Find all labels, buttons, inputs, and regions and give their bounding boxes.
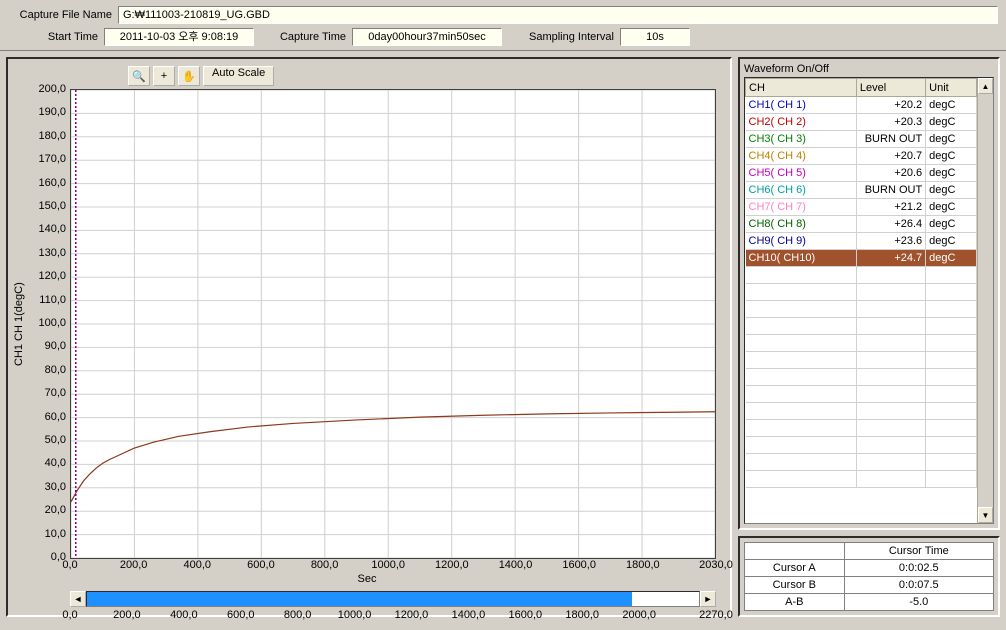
table-row[interactable] xyxy=(746,437,977,454)
cursor-ab-label: A-B xyxy=(745,594,845,611)
cursor-ab-value: -5.0 xyxy=(844,594,993,611)
file-value[interactable]: G:₩111003-210819_UG.GBD xyxy=(118,6,998,24)
table-row[interactable] xyxy=(746,335,977,352)
hand-icon[interactable]: ✋ xyxy=(178,66,200,86)
chart-area: CH1 CH 1(degC) 0,010,020,030,040,050,060… xyxy=(10,89,724,559)
scroll-left-icon[interactable]: ◄ xyxy=(70,591,86,607)
table-row[interactable] xyxy=(746,420,977,437)
waveform-scrollbar[interactable]: ▲ ▼ xyxy=(977,78,993,523)
capture-label: Capture Time xyxy=(272,31,352,43)
table-row[interactable] xyxy=(746,471,977,488)
table-row[interactable]: CH1( CH 1)+20.2degC xyxy=(746,97,977,114)
table-row[interactable]: CH9( CH 9)+23.6degC xyxy=(746,233,977,250)
chart-panel: 🔍 + ✋ Auto Scale CH1 CH 1(degC) 0,010,02… xyxy=(6,57,732,617)
cursor-a-value: 0:0:02.5 xyxy=(844,560,993,577)
xaxis-title: Sec xyxy=(10,573,724,585)
cursor-time-header: Cursor Time xyxy=(844,543,993,560)
interval-value[interactable]: 10s xyxy=(620,28,690,46)
scroll-thumb[interactable] xyxy=(87,592,632,606)
col-unit[interactable]: Unit xyxy=(926,79,977,97)
cursor-b-value: 0:0:07.5 xyxy=(844,577,993,594)
table-row[interactable] xyxy=(746,454,977,471)
table-row[interactable]: CH7( CH 7)+21.2degC xyxy=(746,199,977,216)
table-row[interactable] xyxy=(746,267,977,284)
zoom-icon[interactable]: 🔍 xyxy=(128,66,150,86)
yaxis-title: CH1 CH 1(degC) xyxy=(10,89,28,559)
waveform-table[interactable]: CH Level Unit CH1( CH 1)+20.2degCCH2( CH… xyxy=(745,78,977,488)
crosshair-icon[interactable]: + xyxy=(153,66,175,86)
waveform-box: Waveform On/Off CH Level Unit CH1( CH 1)… xyxy=(738,57,1000,530)
scroll-track[interactable] xyxy=(86,591,700,607)
table-row[interactable]: CH4( CH 4)+20.7degC xyxy=(746,148,977,165)
file-label: Capture File Name xyxy=(8,9,118,21)
cursor-box: Cursor Time Cursor A0:0:02.5 Cursor B0:0… xyxy=(738,536,1000,617)
cursor-b-label: Cursor B xyxy=(745,577,845,594)
table-row[interactable] xyxy=(746,284,977,301)
table-row[interactable]: CH6( CH 6)BURN OUTdegC xyxy=(746,182,977,199)
col-level[interactable]: Level xyxy=(856,79,925,97)
table-row[interactable]: CH10( CH10)+24.7degC xyxy=(746,250,977,267)
start-label: Start Time xyxy=(8,31,104,43)
chart-toolbar: 🔍 + ✋ Auto Scale xyxy=(128,65,724,87)
capture-value[interactable]: 0day00hour37min50sec xyxy=(352,28,502,46)
table-row[interactable] xyxy=(746,301,977,318)
header-panel: Capture File Name G:₩111003-210819_UG.GB… xyxy=(0,0,1006,51)
col-ch[interactable]: CH xyxy=(746,79,857,97)
start-value[interactable]: 2011-10-03 오후 9:08:19 xyxy=(104,28,254,46)
main-area: 🔍 + ✋ Auto Scale CH1 CH 1(degC) 0,010,02… xyxy=(0,51,1006,623)
cursor-table: Cursor Time Cursor A0:0:02.5 Cursor B0:0… xyxy=(744,542,994,611)
table-row[interactable] xyxy=(746,403,977,420)
right-panel: Waveform On/Off CH Level Unit CH1( CH 1)… xyxy=(738,57,1000,617)
cursor-a-label: Cursor A xyxy=(745,560,845,577)
overview-scrollbar[interactable]: ◄ ► xyxy=(70,591,716,607)
table-row[interactable] xyxy=(746,352,977,369)
interval-label: Sampling Interval xyxy=(520,31,620,43)
table-row[interactable]: CH5( CH 5)+20.6degC xyxy=(746,165,977,182)
scroll-up-icon[interactable]: ▲ xyxy=(978,78,993,94)
scroll-right-icon[interactable]: ► xyxy=(700,591,716,607)
autoscale-button[interactable]: Auto Scale xyxy=(203,66,274,86)
yaxis-labels: 0,010,020,030,040,050,060,070,080,090,01… xyxy=(28,89,70,559)
table-row[interactable] xyxy=(746,386,977,403)
table-row[interactable] xyxy=(746,318,977,335)
table-row[interactable]: CH3( CH 3)BURN OUTdegC xyxy=(746,131,977,148)
waveform-table-wrap: CH Level Unit CH1( CH 1)+20.2degCCH2( CH… xyxy=(744,77,994,524)
scroll-track-v[interactable] xyxy=(978,94,993,507)
table-row[interactable] xyxy=(746,369,977,386)
xaxis-labels: 0,0200,0400,0600,0800,01000,01200,01400,… xyxy=(70,559,716,573)
scroll-down-icon[interactable]: ▼ xyxy=(978,507,993,523)
overview-labels: 0,0200,0400,0600,0800,01000,01200,01400,… xyxy=(70,609,716,623)
chart-plot[interactable] xyxy=(70,89,716,559)
waveform-title: Waveform On/Off xyxy=(744,63,994,75)
table-row[interactable]: CH8( CH 8)+26.4degC xyxy=(746,216,977,233)
table-row[interactable]: CH2( CH 2)+20.3degC xyxy=(746,114,977,131)
